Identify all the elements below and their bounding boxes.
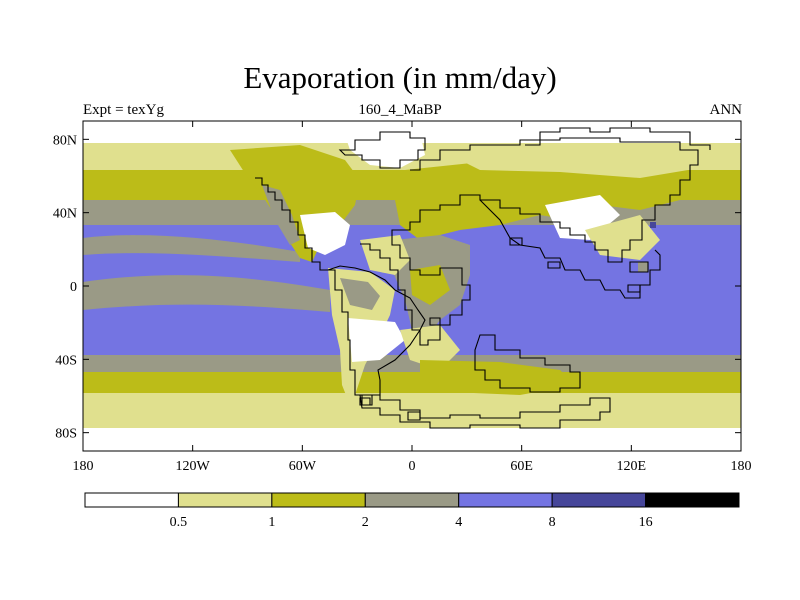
coast-island-2 (547, 261, 561, 269)
colorbar-swatch (271, 492, 366, 508)
colorbar-label: 1 (268, 515, 275, 530)
fill-na-west (262, 185, 300, 245)
coast-eurasia (400, 137, 699, 263)
y-axis: 80N 40N 0 40S 80S (53, 133, 741, 442)
x-tick-label: 0 (409, 459, 416, 474)
coast-island-1 (509, 237, 523, 246)
coast-africa (360, 229, 471, 346)
x-tick-label: 120W (176, 459, 211, 474)
fill-eurasia (395, 160, 700, 240)
x-tick-label: 60E (510, 459, 533, 474)
coast-island-3 (629, 261, 649, 273)
coast-island-7 (359, 397, 371, 406)
coast-island-4 (627, 284, 641, 293)
fill-siberia (440, 145, 700, 178)
fill-africa-south (400, 325, 460, 370)
coastline-layer (255, 127, 711, 429)
fill-patch-w-pacific (650, 222, 656, 228)
coast-island-5 (429, 317, 441, 326)
season-label: ANN (709, 102, 743, 118)
fill-sa-amazon (340, 278, 380, 310)
y-tick-label: 80N (53, 133, 77, 148)
x-tick-label: 180 (731, 459, 752, 474)
fill-sa-desert (348, 318, 405, 362)
fill-asia-monsoon (585, 215, 660, 260)
colorbar-swatch (364, 492, 460, 508)
y-tick-label: 40S (55, 353, 77, 368)
fill-pacific-tongue (83, 275, 330, 312)
contour-fill-layer (83, 121, 741, 451)
fill-pacific-tongue-2 (83, 235, 300, 262)
plot-subtitle: 160_4_MaBP (358, 102, 442, 118)
experiment-label: Expt = texYg (83, 102, 164, 118)
coast-asia-south (479, 199, 661, 299)
x-axis: 180 120W 60W 0 60E 120E 180 (73, 121, 752, 474)
x-tick-label: 180 (73, 459, 94, 474)
fill-antarctica (360, 395, 615, 420)
colorbar-label: 4 (455, 515, 462, 530)
colorbar-label: 2 (362, 515, 369, 530)
fill-na-desert (300, 212, 350, 255)
x-tick-label: 120E (617, 459, 647, 474)
colorbar-swatch (177, 492, 273, 508)
coast-southern-continent (474, 334, 581, 393)
y-tick-label: 80S (55, 427, 77, 442)
coast-island-6 (407, 411, 421, 421)
colorbar-swatch (645, 492, 740, 508)
fill-band-s-olive (83, 372, 741, 396)
colorbar-label: 16 (639, 515, 653, 530)
fill-patch-e-asia (638, 262, 648, 272)
fill-antarctica-olive (420, 360, 575, 395)
y-tick-label: 40N (53, 207, 77, 222)
colorbar-swatch (551, 492, 647, 508)
plot-title: Evaporation (in mm/day) (243, 60, 557, 95)
coast-greenland (338, 131, 426, 169)
coast-north-america (255, 177, 328, 271)
colorbar: 0.5 1 2 4 8 16 (84, 492, 740, 530)
colorbar-label: 0.5 (170, 515, 188, 530)
colorbar-label: 8 (549, 515, 556, 530)
coast-north-arctic (525, 127, 711, 150)
x-tick-label: 60W (289, 459, 317, 474)
fill-band-antarctic (83, 428, 741, 451)
y-tick-label: 0 (70, 280, 77, 295)
colorbar-swatch (458, 492, 553, 508)
fill-greenland (345, 132, 425, 168)
colorbar-swatch (84, 492, 179, 508)
